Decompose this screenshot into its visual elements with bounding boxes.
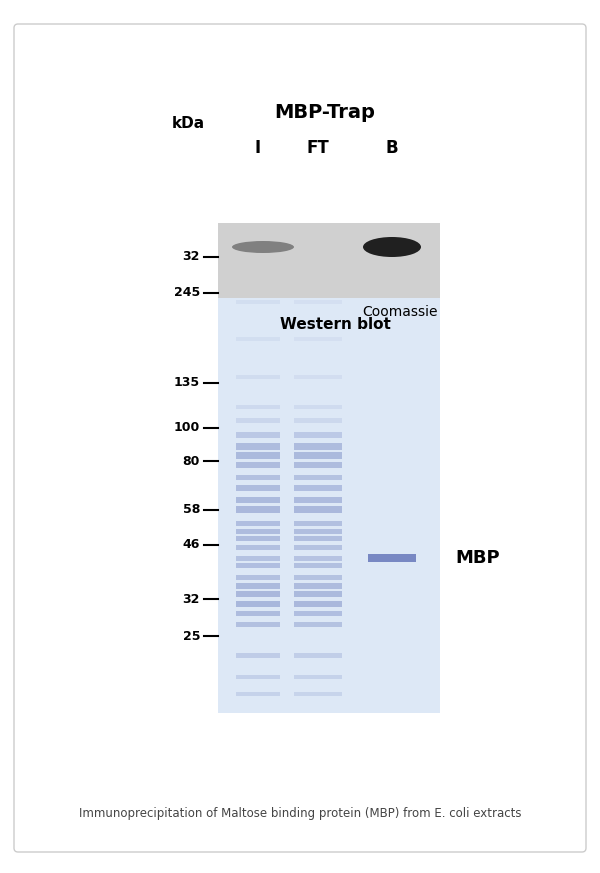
Bar (294, 582, 342, 588)
Bar (294, 462, 342, 468)
Bar (236, 475, 280, 479)
Bar (236, 529, 280, 534)
Bar (294, 432, 342, 438)
Bar (218, 223, 440, 298)
Text: 80: 80 (182, 455, 200, 468)
Text: 32: 32 (182, 593, 200, 606)
Bar (294, 653, 342, 658)
Bar (236, 506, 280, 513)
Text: 46: 46 (182, 538, 200, 551)
Bar (236, 536, 280, 540)
Bar (294, 601, 342, 607)
Bar (294, 443, 342, 450)
Bar (236, 375, 280, 379)
Text: 58: 58 (182, 503, 200, 516)
Bar (294, 591, 342, 597)
Bar (294, 529, 342, 534)
Bar (294, 485, 342, 491)
Text: 245: 245 (174, 286, 200, 299)
Bar (294, 676, 342, 679)
Bar (294, 546, 342, 550)
Text: B: B (386, 139, 398, 157)
Bar (294, 692, 342, 696)
Bar (236, 462, 280, 468)
Bar (294, 497, 342, 503)
Text: 135: 135 (174, 376, 200, 389)
Text: FT: FT (307, 139, 329, 157)
Text: 25: 25 (182, 629, 200, 643)
Bar (236, 452, 280, 459)
Bar (236, 582, 280, 588)
Bar (236, 485, 280, 491)
Text: 32: 32 (182, 251, 200, 264)
Bar (236, 653, 280, 658)
Bar (236, 622, 280, 627)
Bar (236, 601, 280, 607)
Bar (294, 611, 342, 616)
Ellipse shape (363, 237, 421, 257)
Bar (294, 475, 342, 479)
Bar (236, 300, 280, 305)
Bar (236, 563, 280, 568)
Bar (294, 574, 342, 580)
Text: MBP: MBP (455, 549, 500, 567)
Text: 100: 100 (174, 422, 200, 434)
FancyBboxPatch shape (14, 24, 586, 852)
Bar (294, 418, 342, 423)
Bar (236, 676, 280, 679)
Bar (236, 497, 280, 503)
Bar (236, 520, 280, 526)
Text: MBP-Trap: MBP-Trap (275, 104, 376, 122)
Bar (236, 443, 280, 450)
Bar (294, 622, 342, 627)
Bar (294, 375, 342, 379)
Text: Immunoprecipitation of Maltose binding protein (MBP) from E. coli extracts: Immunoprecipitation of Maltose binding p… (79, 807, 521, 820)
Bar (294, 506, 342, 513)
Text: Coomassie: Coomassie (362, 305, 438, 319)
Bar (294, 563, 342, 568)
Bar (236, 418, 280, 423)
Bar (236, 337, 280, 341)
Ellipse shape (232, 241, 294, 253)
Bar (294, 337, 342, 341)
Bar (294, 520, 342, 526)
Bar (236, 556, 280, 560)
Bar (218, 293, 440, 713)
Bar (294, 536, 342, 540)
Bar (236, 611, 280, 616)
Bar (368, 554, 416, 562)
Bar (294, 452, 342, 459)
Text: Western blot: Western blot (280, 317, 391, 332)
Bar (236, 692, 280, 696)
Text: kDa: kDa (172, 115, 205, 130)
Bar (236, 432, 280, 438)
Bar (294, 300, 342, 305)
Bar (294, 405, 342, 409)
Bar (236, 591, 280, 597)
Text: I: I (255, 139, 261, 157)
Bar (294, 556, 342, 560)
Bar (236, 405, 280, 409)
Bar (236, 546, 280, 550)
Bar (236, 574, 280, 580)
